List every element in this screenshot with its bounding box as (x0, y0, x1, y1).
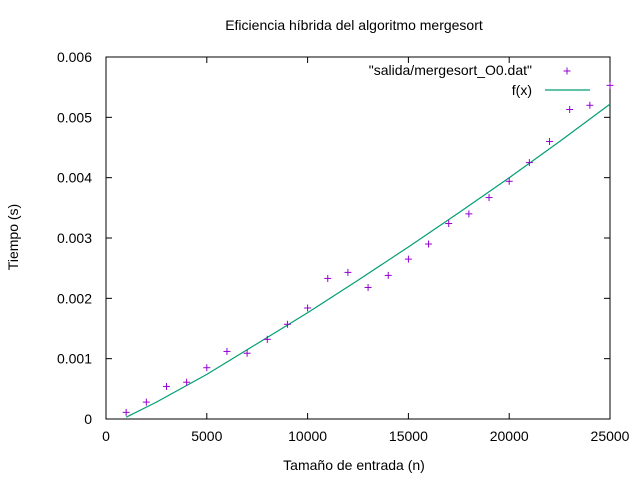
y-tick-label: 0.006 (57, 49, 92, 65)
data-point (122, 408, 130, 416)
data-point (606, 81, 614, 89)
data-point (243, 349, 251, 357)
data-point (324, 274, 332, 282)
data-point (465, 210, 473, 218)
data-point (485, 194, 493, 202)
y-axis-ticks: 0 0.001 0.002 0.003 0.004 0.005 0.006 (57, 49, 610, 427)
y-tick-label: 0.001 (57, 351, 92, 367)
data-point (404, 255, 412, 263)
chart-title: Eficiencia híbrida del algoritmo mergeso… (225, 17, 483, 33)
y-tick-label: 0 (84, 411, 92, 427)
data-point (203, 364, 211, 372)
plot-border (105, 56, 611, 420)
y-axis-label: Tiempo (s) (5, 204, 21, 270)
x-tick-label: 10000 (288, 428, 327, 444)
y-tick-label: 0.005 (57, 109, 92, 125)
data-point (586, 101, 594, 109)
data-point (223, 347, 231, 355)
data-point (142, 398, 150, 406)
data-point (183, 378, 191, 386)
data-point (162, 382, 170, 390)
legend: "salida/mergesort_O0.dat" f(x) (369, 62, 590, 98)
data-point (566, 105, 574, 113)
plot-frame (105, 56, 611, 420)
x-axis-ticks: 0 5000 10000 15000 20000 25000 (102, 57, 630, 444)
legend-label-fx: f(x) (512, 82, 532, 98)
x-tick-label: 5000 (191, 428, 222, 444)
y-tick-label: 0.002 (57, 290, 92, 306)
x-tick-label: 25000 (591, 428, 630, 444)
data-point (505, 177, 513, 185)
legend-marker-scatter (563, 67, 571, 75)
data-point (304, 304, 312, 312)
series-layer (122, 81, 614, 418)
data-point (546, 137, 554, 145)
data-point (445, 220, 453, 228)
data-point (283, 320, 291, 328)
data-point (425, 240, 433, 248)
data-point (344, 268, 352, 276)
data-point (525, 159, 533, 167)
y-tick-label: 0.004 (57, 170, 92, 186)
data-point (384, 271, 392, 279)
fit-line-fx (125, 103, 611, 418)
y-tick-label: 0.003 (57, 230, 92, 246)
x-tick-label: 15000 (389, 428, 428, 444)
legend-label-scatter: "salida/mergesort_O0.dat" (369, 62, 532, 78)
x-axis-label: Tamaño de entrada (n) (283, 457, 425, 473)
data-point (364, 283, 372, 291)
x-tick-label: 20000 (490, 428, 529, 444)
data-point (263, 335, 271, 343)
x-tick-label: 0 (102, 428, 110, 444)
